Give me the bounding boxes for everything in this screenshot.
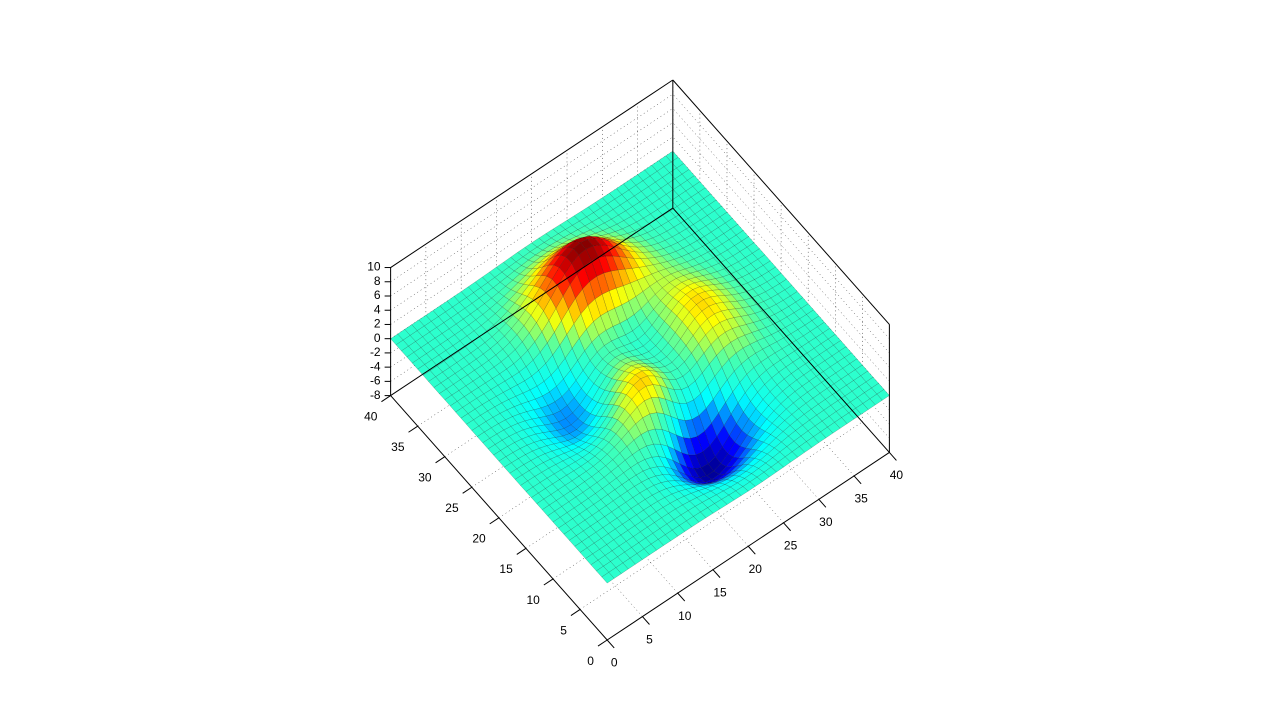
axis-tick-label: 40	[364, 409, 378, 423]
axis-tick-label: 10	[367, 260, 381, 274]
axis-tick-label: 25	[784, 539, 798, 553]
axis-tick-label: 8	[374, 274, 381, 288]
surface-chart: 05101520253035400510152025303540-8-6-4-2…	[0, 0, 1280, 701]
axis-tick-label: 30	[819, 515, 833, 529]
axis-tick-label: 35	[854, 492, 868, 506]
axis-tick-label: 4	[374, 302, 381, 316]
axis-tick-label: 20	[472, 532, 486, 546]
axis-tick-label: 10	[678, 609, 692, 623]
axis-tick-label: 15	[713, 585, 727, 599]
axis-tick-label: 0	[374, 331, 381, 345]
surface-mesh	[391, 151, 890, 583]
axis-tick-label: 0	[587, 654, 594, 668]
axis-tick-label: 30	[418, 471, 432, 485]
axis-tick-label: 20	[749, 562, 763, 576]
axis-tick-label: 5	[560, 623, 567, 637]
surface-svg: 05101520253035400510152025303540-8-6-4-2…	[0, 0, 1280, 701]
axis-tick-label: 5	[646, 632, 653, 646]
axis-tick-label: 2	[374, 317, 381, 331]
axis-tick-label: 0	[611, 656, 618, 670]
axis-tick-label: 10	[526, 593, 540, 607]
axis-tick-label: -4	[370, 359, 381, 373]
axis-tick-label: 35	[391, 440, 405, 454]
axis-tick-label: 40	[890, 468, 904, 482]
axis-tick-label: 25	[445, 501, 459, 515]
axis-tick-label: 6	[374, 288, 381, 302]
axis-tick-label: 15	[499, 562, 513, 576]
axis-tick-label: -2	[370, 345, 381, 359]
axis-tick-label: -6	[370, 374, 381, 388]
axis-tick-label: -8	[370, 388, 381, 402]
